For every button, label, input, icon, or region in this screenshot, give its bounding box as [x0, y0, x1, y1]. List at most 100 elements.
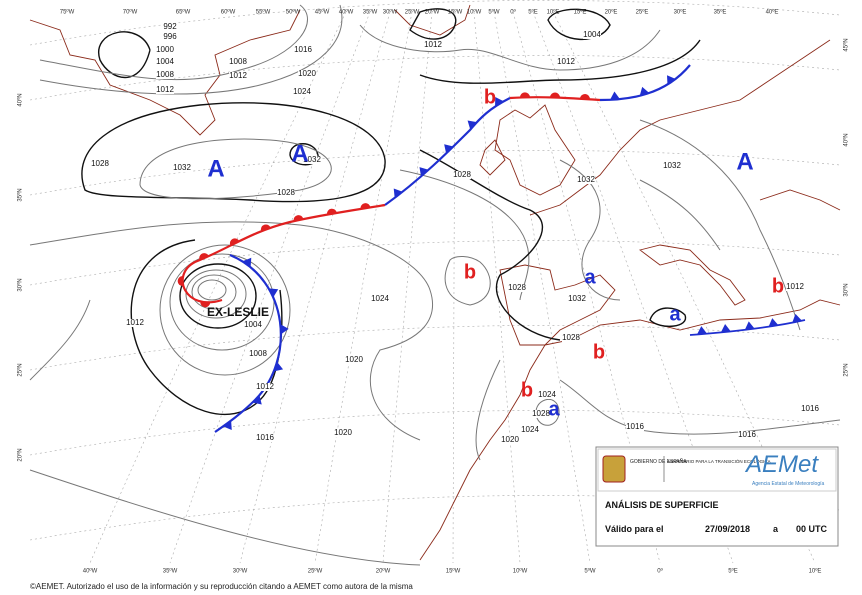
isobar — [97, 31, 151, 79]
coast — [529, 39, 831, 216]
isobar-label: 1020 — [501, 435, 519, 444]
longitude-label: 10ºW — [467, 9, 482, 16]
cold-front-symbol — [792, 313, 802, 323]
label-bg — [173, 164, 191, 172]
isobar-label: 1008 — [249, 349, 267, 358]
warm-front-symbol — [229, 238, 240, 246]
isobar — [399, 169, 530, 301]
isobar-label: 1004 — [156, 57, 174, 66]
fronts — [177, 64, 806, 433]
longitude-label: 55ºW — [256, 9, 271, 16]
isobar — [409, 8, 457, 40]
longitude-label: 40ºW — [339, 9, 354, 16]
isobar-label: 1008 — [229, 57, 247, 66]
parallel — [29, 0, 841, 46]
latitude-label: 30ºN — [843, 283, 850, 296]
warm-front-symbol — [177, 276, 183, 287]
label-bg — [371, 295, 389, 303]
isobar-1028 — [419, 149, 561, 341]
label-bg — [161, 23, 179, 31]
pressure-center: b — [593, 341, 605, 363]
isobar-label: 1016 — [294, 45, 312, 54]
coast — [499, 264, 616, 346]
label-bg — [583, 31, 601, 39]
isobar-label: 1012 — [229, 71, 247, 80]
longitude-label: 25ºW — [308, 568, 323, 575]
meridian — [314, 11, 413, 564]
label-bg — [229, 58, 247, 66]
label-bg — [298, 70, 316, 78]
longitude-label: 40ºE — [766, 9, 779, 16]
warm-front-symbol — [200, 301, 211, 308]
label-bg — [532, 410, 550, 418]
parallel — [29, 55, 841, 101]
isobar — [359, 24, 661, 71]
pressure-center: a — [548, 398, 560, 420]
isobar-1028 — [81, 102, 386, 203]
isobar — [159, 244, 291, 376]
isobar-label: 1028 — [562, 333, 580, 342]
isobar-label: 1024 — [371, 294, 389, 303]
cold-front — [214, 253, 282, 433]
cold-front-symbol — [280, 324, 289, 335]
separator: a — [773, 524, 779, 534]
warm-front — [181, 203, 386, 304]
label-bg — [244, 321, 262, 329]
isobar — [535, 398, 560, 426]
label-bg — [156, 71, 174, 79]
latitude-label: 30ºN — [17, 278, 24, 291]
cold-front-symbol — [242, 257, 252, 268]
footer: ©AEMET. Autorizado el uso de la informac… — [30, 582, 413, 591]
cold-front-symbol — [252, 395, 262, 405]
isobar — [139, 138, 332, 200]
latitude-label: 35ºN — [17, 188, 24, 201]
latitude-label: 25ºN — [843, 363, 850, 376]
latitude-label: 25ºN — [17, 363, 24, 376]
warm-front-symbol — [293, 215, 304, 222]
label-bg — [156, 86, 174, 94]
longitude-label: 15ºE — [574, 9, 587, 16]
valid-time: 00 UTC — [796, 524, 828, 534]
isobar-label: 1012 — [256, 382, 274, 391]
label-bg — [521, 426, 539, 434]
cold-front-symbol — [495, 97, 504, 107]
brand: AEMet — [744, 451, 819, 478]
isobar-label: 1024 — [521, 425, 539, 434]
longitude-label: 10ºE — [809, 568, 822, 575]
longitude-label: 45ºW — [315, 9, 330, 16]
isobar-label: 1028 — [277, 188, 295, 197]
label-bg — [256, 434, 274, 442]
label-bg — [801, 405, 819, 413]
cold-front-symbol — [720, 323, 731, 333]
warm-front-symbol — [326, 208, 337, 215]
longitude-label: 0º — [657, 568, 663, 575]
coast — [759, 189, 841, 211]
meridian — [169, 11, 371, 564]
label-bg — [738, 431, 756, 439]
isobar-label: 1000 — [156, 45, 174, 54]
label-bg — [345, 356, 363, 364]
label-bg — [229, 72, 247, 80]
pressure-center: A — [207, 155, 224, 182]
isobar-label: 1024 — [538, 390, 556, 399]
longitude-label: 20ºW — [376, 568, 391, 575]
longitude-label: 70ºW — [123, 9, 138, 16]
longitude-label: 25ºE — [636, 9, 649, 16]
isobars — [29, 4, 841, 566]
warm-front-symbol — [579, 94, 590, 100]
isobar-1012 — [419, 39, 701, 84]
meridian — [493, 11, 591, 564]
label-bg — [156, 46, 174, 54]
isobar — [39, 4, 308, 81]
cold-front-symbol — [268, 288, 279, 298]
pressure-center: b — [772, 275, 784, 297]
label-bg — [294, 46, 312, 54]
label-bg — [786, 283, 804, 291]
analysis-title: ANÁLISIS DE SUPERFICIE — [605, 500, 719, 510]
coast — [479, 139, 506, 176]
isobar-label: 1028 — [453, 170, 471, 179]
longitude-label: 5ºE — [528, 9, 538, 16]
label-bg — [256, 383, 274, 391]
isobar-label: 1012 — [126, 318, 144, 327]
label-bg — [568, 295, 586, 303]
